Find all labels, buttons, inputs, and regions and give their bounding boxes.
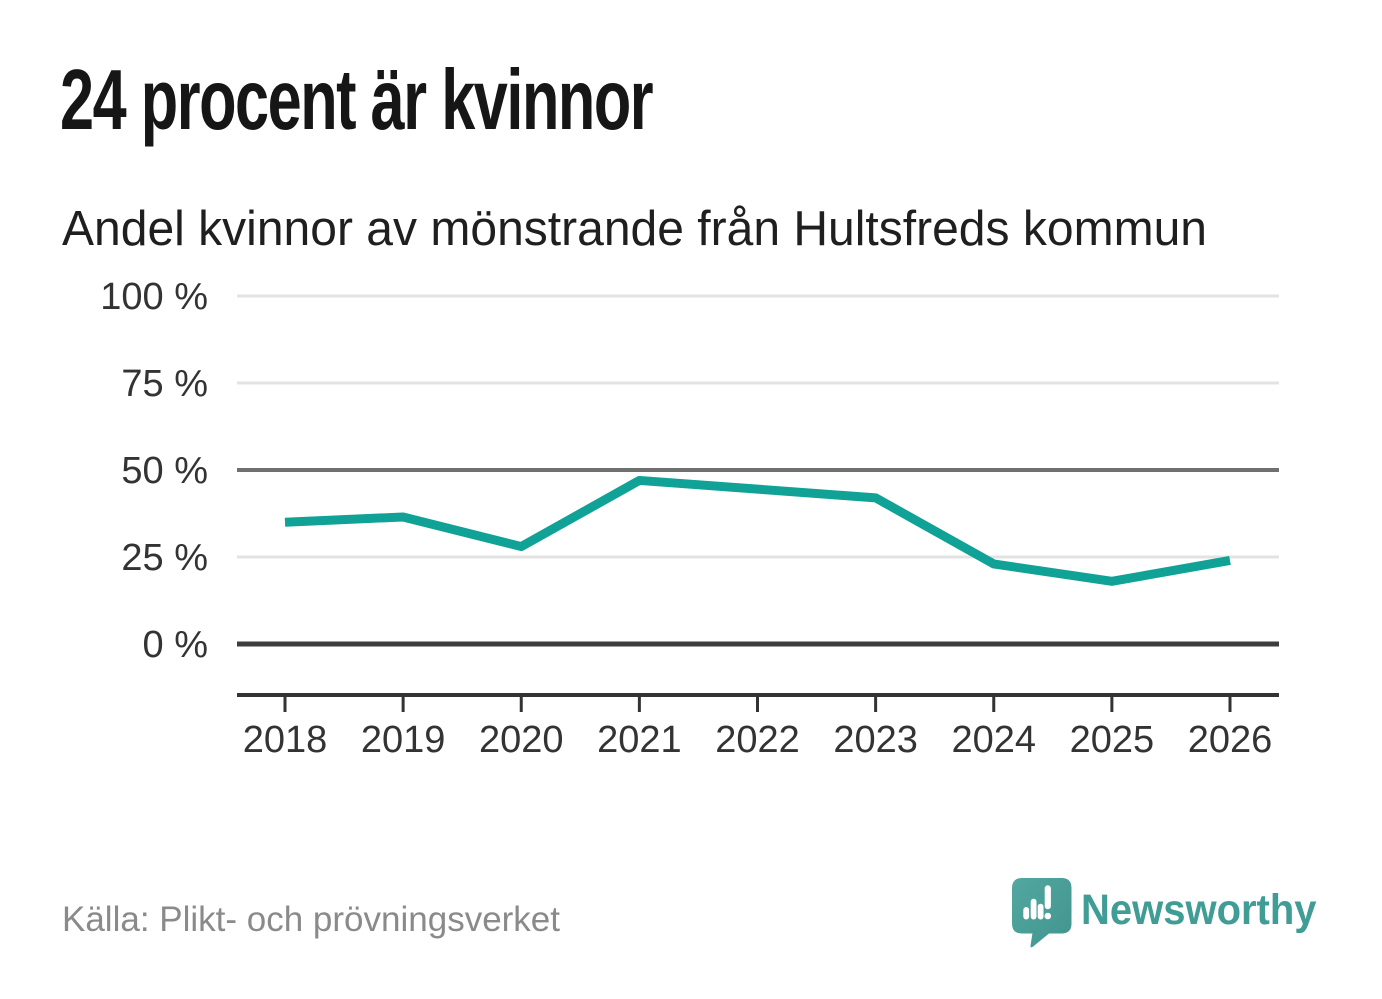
y-tick-label: 50 % bbox=[121, 450, 208, 492]
data-line bbox=[284, 475, 1231, 586]
chart-headline: 24 procent är kvinnor bbox=[60, 53, 654, 148]
newsworthy-logo-icon bbox=[1012, 878, 1072, 948]
y-tick-label: 75 % bbox=[121, 363, 208, 405]
bar-chart-exclamation-glyph bbox=[1023, 885, 1052, 920]
x-tick-label: 2021 bbox=[597, 719, 682, 761]
x-tick-label: 2022 bbox=[715, 719, 800, 761]
y-tick-label: 25 % bbox=[121, 537, 208, 579]
x-tick-label: 2020 bbox=[479, 719, 564, 761]
source-caption: Källa: Plikt- och prövningsverket bbox=[62, 900, 560, 939]
y-tick-label: 100 % bbox=[100, 276, 208, 318]
x-tick-label: 2025 bbox=[1070, 719, 1155, 761]
newsworthy-wordmark: Newsworthy bbox=[1081, 886, 1317, 934]
chart-subtitle: Andel kvinnor av mönstrande från Hultsfr… bbox=[62, 202, 1208, 256]
x-tick-label: 2019 bbox=[361, 719, 446, 761]
x-tick-label: 2026 bbox=[1188, 719, 1273, 761]
newsworthy-logo: Newsworthy bbox=[1012, 876, 1322, 951]
x-tick-label: 2018 bbox=[243, 719, 328, 761]
x-tick-label: 2024 bbox=[951, 719, 1036, 761]
y-tick-label: 0 % bbox=[143, 624, 208, 666]
x-tick-label: 2023 bbox=[833, 719, 918, 761]
